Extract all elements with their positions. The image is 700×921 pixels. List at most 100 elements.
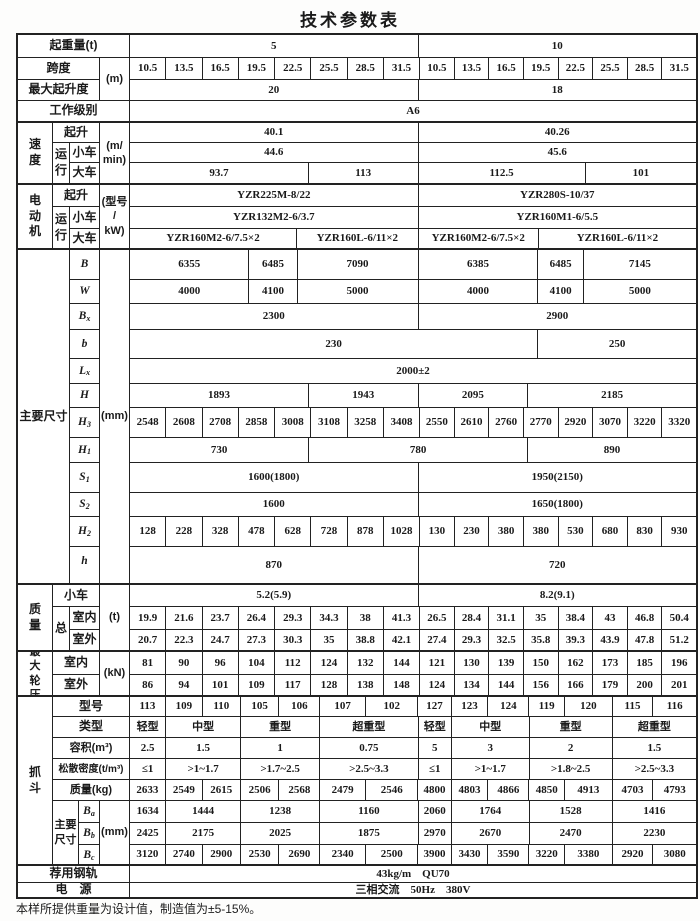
motor-sublabels: 起升 运 行 小车 大车	[53, 185, 100, 248]
label-outdoor: 室外	[53, 675, 100, 695]
grab-values: 113 109 110 105 106 107 102 127 123 124 119 120 115 1…	[130, 697, 696, 864]
table-cell: 112	[275, 652, 312, 674]
table-cell: 27.3	[239, 630, 276, 650]
motor-travel-block: 运 行 小车 大车	[53, 207, 100, 248]
table-cell: 107	[320, 697, 367, 716]
table-cell: 40.26	[544, 126, 570, 139]
table-cell: 中型	[166, 717, 241, 737]
table-cell: YZR160M2-6/7.5×2	[419, 229, 539, 248]
table-cell: 728	[311, 517, 348, 546]
table-cell: 2568	[279, 780, 321, 800]
table-cell: 19.5	[524, 58, 559, 79]
group-wheel-load: 最 大 轮 压 室内 室外 (kN) 819096104112124132144…	[18, 652, 696, 697]
table-cell: 173	[593, 652, 628, 674]
table-cell: 116	[666, 700, 683, 713]
table-cell: 2970	[419, 823, 452, 844]
row-power-values: 三相交流 50Hz 380V	[130, 883, 696, 897]
table-cell: 3900	[418, 845, 452, 864]
table-cell: 22.5	[559, 58, 594, 79]
speed-travel-block: 运 行 小车 大车	[53, 143, 100, 183]
table-cell: 1650(1800)	[531, 498, 583, 511]
table-cell: 3590	[488, 845, 530, 864]
table-cell: 2920	[559, 408, 594, 437]
table-cell: 26.4	[239, 607, 276, 629]
table-cell: 148	[384, 675, 421, 695]
symbol-cell: W	[70, 280, 99, 304]
table-cell: 4000	[130, 280, 250, 303]
table-cell: >1.8~2.5	[530, 759, 613, 779]
motor-travel-labels: 小车 大车	[70, 207, 100, 248]
footnote: 本样所提供重量为设计值，制造值为±5-15%。	[16, 902, 262, 916]
table-cell: 50.4	[669, 611, 689, 624]
table-cell: 30.3	[275, 630, 312, 650]
table-cell: 1444	[166, 801, 241, 822]
label-mm-unit: (mm)	[100, 801, 130, 864]
table-cell: 4000	[419, 280, 539, 303]
table-cell: 7145	[628, 258, 651, 271]
table-cell: 13.5	[455, 58, 490, 79]
table-cell: 628	[275, 517, 312, 546]
table-cell: 10.5	[130, 58, 167, 79]
table-cell: 29.3	[275, 607, 312, 629]
span-height-values: 10.5 13.5 16.5 19.5 22.5 25.5 28.5 31.5 10.5 13.5…	[130, 58, 696, 100]
row-dim-Bx: 2300 2900	[130, 304, 696, 330]
table-cell: 51.2	[669, 633, 689, 646]
table-cell: 380	[524, 517, 559, 546]
table-cell: 1893	[130, 384, 309, 407]
speed-travel-labels: 小车 大车	[70, 143, 100, 183]
table-cell: 134	[455, 675, 490, 695]
table-cell: 1160	[320, 801, 419, 822]
label-trolley: 小车	[70, 143, 100, 163]
table-cell: 2550	[420, 408, 455, 437]
table-cell: 重型	[241, 717, 321, 737]
table-cell: 115	[613, 697, 654, 716]
table-cell: 1416	[643, 805, 666, 818]
table-cell: 43.9	[593, 630, 628, 650]
table-cell: 5	[130, 35, 419, 57]
table-cell: 20	[130, 80, 419, 100]
table-cell: 780	[309, 438, 528, 462]
table-cell: 162	[559, 652, 594, 674]
table-cell: 138	[348, 675, 384, 695]
table-cell: 101	[632, 166, 650, 179]
table-cell: 19.5	[239, 58, 276, 79]
group-speed: 速 度 起升 运 行 小车 大车 (m/ min) 40.1 40.26 44.6…	[18, 123, 696, 185]
table-cell: 104	[239, 652, 276, 674]
label-power: 电 源	[18, 883, 130, 897]
table-cell: 45.6	[547, 146, 567, 159]
label-grab: 抓 斗	[18, 697, 53, 864]
symbol-cell: B	[70, 250, 99, 280]
label-capacity: 容积(m³)	[53, 738, 130, 759]
row-grab-model: 113 109 110 105 106 107 102 127 123 124 119 120 115 1…	[130, 697, 696, 717]
table-cell: 130	[420, 517, 455, 546]
label-max-wheel-load: 最 大 轮 压	[18, 652, 53, 695]
table-cell: 3408	[384, 408, 421, 437]
table-cell: 230	[130, 330, 539, 358]
table-cell: YZR160L-6/11×2	[297, 229, 419, 248]
table-row-duty-class: 工作级别 A6	[18, 101, 696, 123]
label-max-lift-height: 最大起升度	[18, 80, 100, 100]
row-dim-H3: 2548 2608 2708 2858 3008 3108 3258 3408 2550 2610…	[130, 408, 696, 438]
row-outdoor-wheel-load: 86 94 101 109 117 128 138 148 124 134 144 156 166 179…	[130, 675, 696, 695]
table-cell: 7090	[298, 250, 419, 279]
table-cell: 120	[565, 697, 613, 716]
row-max-height-values: 20 18	[130, 80, 696, 100]
table-cell: 32.5	[489, 630, 524, 650]
table-cell: 2025	[241, 823, 321, 844]
table-cell: 2340	[320, 845, 367, 864]
table-cell: 166	[559, 675, 594, 695]
table-cell: 4913	[565, 780, 613, 800]
table-cell: 19.9	[130, 607, 167, 629]
table-cell: 132	[348, 652, 384, 674]
table-cell: 21.6	[166, 607, 203, 629]
table-cell: >1~1.7	[452, 759, 530, 779]
table-cell: 530	[559, 517, 594, 546]
table-cell: 47.8	[628, 630, 663, 650]
label-main-dims: 主要尺寸	[18, 250, 70, 583]
table-cell: 26.5	[420, 607, 455, 629]
row-trolley-mass: 5.2(5.9) 8.2(9.1)	[130, 585, 696, 607]
table-cell: 35	[524, 607, 559, 629]
table-cell: 18	[551, 83, 563, 96]
